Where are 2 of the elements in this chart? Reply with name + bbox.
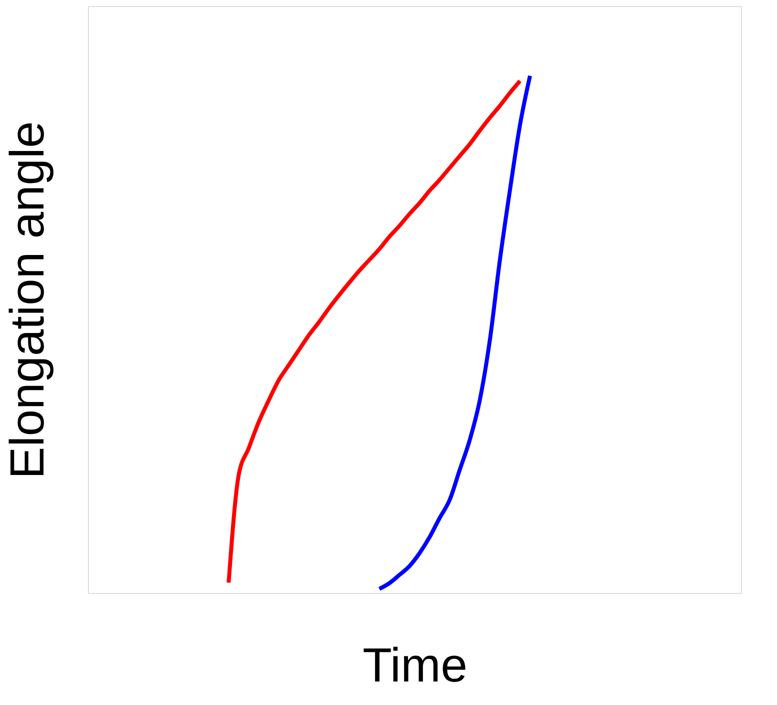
x-axis-title: Time: [362, 640, 468, 692]
y-axis-title: Elongation angle: [2, 121, 54, 479]
